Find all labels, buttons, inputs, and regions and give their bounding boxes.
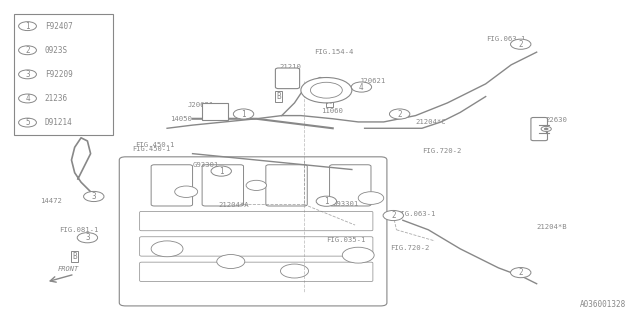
Text: 2: 2: [25, 46, 30, 55]
Text: 1: 1: [219, 167, 223, 176]
Text: F92407: F92407: [45, 22, 72, 31]
Circle shape: [246, 180, 266, 190]
Circle shape: [77, 233, 98, 243]
Text: A: A: [327, 97, 332, 106]
Circle shape: [151, 241, 183, 257]
Circle shape: [175, 186, 198, 197]
Text: 3: 3: [25, 70, 30, 79]
Circle shape: [351, 82, 372, 92]
Text: FIG.063-1: FIG.063-1: [396, 211, 436, 217]
Circle shape: [211, 166, 232, 176]
Text: J20621: J20621: [360, 78, 386, 84]
Text: 1: 1: [324, 197, 329, 206]
Circle shape: [19, 70, 36, 79]
Text: 14472: 14472: [40, 198, 61, 204]
Circle shape: [19, 94, 36, 103]
Text: FIG.450-1: FIG.450-1: [135, 142, 175, 148]
Text: G93301: G93301: [333, 201, 359, 207]
Text: 2: 2: [397, 109, 402, 118]
Text: 21204*C: 21204*C: [415, 119, 446, 125]
Text: FIG.081-1: FIG.081-1: [59, 227, 98, 233]
Circle shape: [511, 39, 531, 49]
Text: G93301: G93301: [193, 162, 219, 168]
FancyBboxPatch shape: [151, 165, 193, 206]
Text: 21236: 21236: [45, 94, 68, 103]
Circle shape: [544, 128, 548, 130]
Circle shape: [383, 211, 403, 220]
Text: 3: 3: [92, 192, 96, 201]
Text: 11060: 11060: [321, 108, 343, 115]
Text: FIG.035-1: FIG.035-1: [326, 237, 365, 243]
Text: 21210: 21210: [279, 64, 301, 70]
Text: D91214: D91214: [45, 118, 72, 127]
Text: F92209: F92209: [45, 70, 72, 79]
Text: 21204*A: 21204*A: [218, 202, 249, 208]
Text: 1: 1: [241, 109, 246, 118]
Text: 1: 1: [25, 22, 30, 31]
Circle shape: [310, 82, 342, 98]
Text: 14050: 14050: [170, 116, 192, 122]
Text: 0923S: 0923S: [45, 46, 68, 55]
Text: FIG.450-1: FIG.450-1: [132, 146, 170, 152]
Text: 2: 2: [518, 40, 523, 49]
Circle shape: [511, 268, 531, 278]
Text: 5: 5: [25, 118, 30, 127]
Circle shape: [19, 118, 36, 127]
FancyBboxPatch shape: [119, 157, 387, 306]
Circle shape: [390, 109, 410, 119]
FancyBboxPatch shape: [202, 165, 244, 206]
Text: 4: 4: [359, 83, 364, 92]
FancyBboxPatch shape: [140, 262, 373, 282]
FancyBboxPatch shape: [330, 165, 371, 206]
Circle shape: [19, 22, 36, 31]
Text: 22630: 22630: [545, 117, 567, 123]
FancyBboxPatch shape: [140, 212, 373, 231]
Circle shape: [316, 196, 337, 206]
Circle shape: [358, 192, 384, 204]
Circle shape: [84, 191, 104, 202]
Text: A036001328: A036001328: [580, 300, 626, 309]
Text: FIG.063-1: FIG.063-1: [486, 36, 525, 43]
Text: 4: 4: [25, 94, 30, 103]
FancyBboxPatch shape: [275, 68, 300, 89]
Bar: [14, 14, 113, 135]
Circle shape: [280, 264, 308, 278]
Text: 2: 2: [391, 211, 396, 220]
Text: FIG.720-2: FIG.720-2: [390, 245, 429, 251]
Text: B: B: [276, 92, 281, 101]
Text: FRONT: FRONT: [58, 266, 79, 272]
FancyBboxPatch shape: [531, 117, 547, 141]
Text: FIG.720-2: FIG.720-2: [422, 148, 461, 155]
Bar: [202, 103, 228, 120]
FancyBboxPatch shape: [140, 237, 373, 256]
Circle shape: [217, 254, 245, 268]
Circle shape: [234, 109, 253, 119]
Text: FIG.154-4: FIG.154-4: [314, 49, 353, 55]
Text: 3: 3: [85, 233, 90, 242]
Circle shape: [541, 126, 551, 132]
FancyBboxPatch shape: [266, 165, 307, 206]
Text: 21204*B: 21204*B: [537, 224, 567, 230]
Circle shape: [342, 247, 374, 263]
Text: J20621: J20621: [188, 102, 214, 108]
Text: 2: 2: [518, 268, 523, 277]
Text: B: B: [72, 252, 77, 261]
Circle shape: [301, 77, 352, 103]
Circle shape: [19, 46, 36, 55]
